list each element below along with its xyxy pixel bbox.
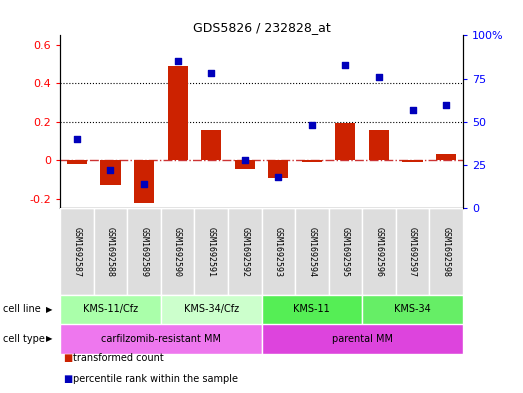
Bar	[60, 208, 94, 295]
Text: percentile rank within the sample: percentile rank within the sample	[73, 374, 238, 384]
Point	[140, 181, 148, 187]
Bar	[302, 160, 322, 162]
Text: GSM1692598: GSM1692598	[441, 226, 451, 277]
Bar	[134, 160, 154, 204]
Bar	[396, 208, 429, 295]
Bar	[436, 154, 456, 160]
Point	[207, 70, 215, 77]
Text: GSM1692588: GSM1692588	[106, 226, 115, 277]
Text: GSM1692590: GSM1692590	[173, 226, 182, 277]
Bar	[295, 208, 328, 295]
Point	[73, 136, 81, 142]
Point	[341, 62, 349, 68]
Text: parental MM: parental MM	[332, 334, 393, 344]
Point	[274, 174, 282, 180]
Bar	[335, 123, 356, 160]
Bar	[268, 160, 288, 178]
Text: transformed count: transformed count	[73, 353, 164, 363]
Text: GSM1692594: GSM1692594	[308, 226, 316, 277]
Point	[442, 101, 450, 108]
Text: GSM1692591: GSM1692591	[207, 226, 215, 277]
Point	[106, 167, 115, 173]
Bar	[369, 130, 389, 160]
Bar	[60, 295, 161, 324]
Text: KMS-11/Cfz: KMS-11/Cfz	[83, 305, 138, 314]
Text: GSM1692589: GSM1692589	[140, 226, 149, 277]
Bar	[228, 208, 262, 295]
Bar	[262, 208, 295, 295]
Point	[241, 157, 249, 163]
Text: cell type: cell type	[3, 334, 44, 344]
Bar	[362, 208, 396, 295]
Bar	[403, 160, 423, 162]
Bar	[161, 208, 195, 295]
Bar	[94, 208, 127, 295]
Text: ■: ■	[63, 374, 72, 384]
Bar	[167, 66, 188, 160]
Text: GSM1692597: GSM1692597	[408, 226, 417, 277]
Point	[375, 74, 383, 80]
Title: GDS5826 / 232828_at: GDS5826 / 232828_at	[192, 21, 331, 34]
Bar	[235, 160, 255, 169]
Bar	[161, 295, 262, 324]
Text: GSM1692592: GSM1692592	[240, 226, 249, 277]
Point	[308, 122, 316, 129]
Bar	[201, 130, 221, 160]
Text: ▶: ▶	[47, 334, 53, 343]
Text: GSM1692595: GSM1692595	[341, 226, 350, 277]
Bar	[262, 324, 463, 354]
Bar	[328, 208, 362, 295]
Bar	[429, 208, 463, 295]
Bar	[100, 160, 120, 185]
Point	[174, 58, 182, 64]
Text: ■: ■	[63, 353, 72, 363]
Text: ▶: ▶	[47, 305, 53, 314]
Bar	[262, 295, 362, 324]
Bar	[362, 295, 463, 324]
Text: carfilzomib-resistant MM: carfilzomib-resistant MM	[101, 334, 221, 344]
Text: KMS-34/Cfz: KMS-34/Cfz	[184, 305, 238, 314]
Bar	[195, 208, 228, 295]
Bar	[67, 160, 87, 164]
Bar	[127, 208, 161, 295]
Bar	[60, 324, 262, 354]
Text: KMS-11: KMS-11	[293, 305, 330, 314]
Text: KMS-34: KMS-34	[394, 305, 431, 314]
Point	[408, 107, 417, 113]
Text: cell line: cell line	[3, 305, 40, 314]
Text: GSM1692587: GSM1692587	[72, 226, 82, 277]
Text: GSM1692593: GSM1692593	[274, 226, 283, 277]
Text: GSM1692596: GSM1692596	[374, 226, 383, 277]
